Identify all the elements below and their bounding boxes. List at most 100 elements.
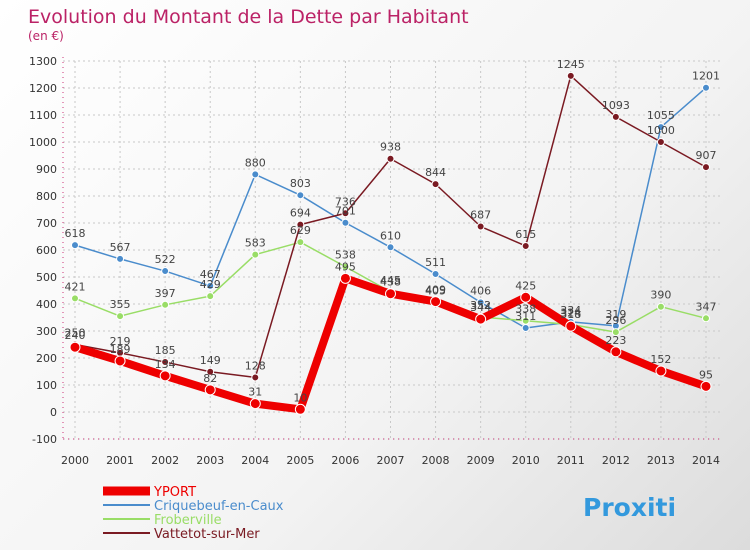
data-point [386, 243, 395, 252]
data-label: 318 [560, 308, 581, 321]
data-point [251, 170, 260, 179]
data-point [430, 296, 442, 308]
data-point [475, 313, 487, 325]
proxiti-logo: Proxiti [583, 493, 676, 522]
y-tick-label: 1000 [29, 136, 57, 149]
data-label: 567 [110, 241, 131, 254]
data-point [206, 292, 215, 301]
axes: -100 0 100 200 300 400 500 600 700 800 900 1000 1100… [29, 55, 722, 467]
data-point [206, 367, 215, 376]
data-point [702, 314, 710, 323]
legend-label: YPORT [153, 485, 196, 500]
data-point [71, 241, 79, 250]
data-label: 1245 [557, 58, 585, 71]
legend-label: Vattetot-sur-Mer [154, 527, 260, 542]
data-labels: 240 189 134 82 31 10 495 438 409 344 425 318 223 152 9… [65, 58, 721, 404]
data-point [341, 209, 350, 218]
data-point [655, 365, 667, 377]
x-tick-label: 2011 [557, 454, 585, 467]
data-label: 152 [650, 353, 671, 366]
data-point [565, 320, 577, 332]
data-point [702, 83, 710, 92]
data-point [204, 384, 216, 396]
y-tick-label: 1100 [29, 109, 57, 122]
x-tick-label: 2013 [647, 454, 675, 467]
y-tick-label: 1300 [29, 55, 57, 68]
data-label: 687 [470, 209, 491, 222]
data-label: 425 [515, 279, 536, 292]
data-label: 618 [65, 227, 86, 240]
x-tick-label: 2002 [151, 454, 179, 467]
y-tick-label: 900 [36, 163, 57, 176]
data-label: 311 [515, 310, 536, 323]
data-label: 467 [200, 268, 221, 281]
data-label: 296 [605, 314, 626, 327]
data-label: 10 [293, 391, 307, 404]
data-label: 629 [290, 224, 311, 237]
data-label: 406 [470, 284, 491, 297]
data-point [431, 270, 440, 279]
y-tick-label: 600 [36, 244, 57, 257]
data-label: 128 [245, 359, 266, 372]
data-point [431, 180, 440, 189]
y-tick-label: 300 [36, 325, 57, 338]
data-label: 347 [696, 300, 717, 313]
data-point [521, 316, 530, 325]
data-point [386, 154, 395, 163]
data-label: 352 [470, 299, 491, 312]
data-label: 355 [110, 298, 131, 311]
data-label: 522 [155, 253, 176, 266]
data-point [161, 358, 170, 367]
data-point [116, 254, 125, 263]
data-label: 240 [65, 329, 86, 342]
series-group [69, 71, 712, 415]
x-tick-label: 2008 [422, 454, 450, 467]
x-tick-label: 2007 [377, 454, 405, 467]
data-point [114, 355, 126, 367]
data-point [341, 262, 350, 271]
data-label: 409 [425, 284, 446, 297]
y-tick-label: 0 [50, 406, 57, 419]
y-tick-label: 100 [36, 379, 57, 392]
data-label: 438 [380, 276, 401, 289]
data-point [520, 291, 532, 303]
data-label: 1000 [647, 124, 675, 137]
x-tick-label: 2012 [602, 454, 630, 467]
data-label: 338 [515, 303, 536, 316]
data-point [71, 294, 79, 303]
y-tick-label: 400 [36, 298, 57, 311]
data-point [341, 218, 350, 227]
y-tick-label: -100 [32, 433, 57, 446]
data-point [521, 241, 530, 250]
y-tick-label: 700 [36, 217, 57, 230]
data-point [656, 138, 665, 146]
data-point [161, 267, 170, 276]
y-tick-label: 1200 [29, 82, 57, 95]
x-tick-label: 2001 [106, 454, 134, 467]
data-point [476, 222, 485, 231]
data-label: 907 [696, 149, 717, 162]
data-point [702, 163, 710, 172]
data-label: 1093 [602, 99, 630, 112]
data-point [206, 281, 215, 290]
data-label: 615 [515, 228, 536, 241]
data-point [116, 312, 125, 321]
data-label: 803 [290, 177, 311, 190]
chart-title: Evolution du Montant de la Dette par Hab… [28, 6, 469, 28]
data-label: 445 [380, 274, 401, 287]
x-tick-label: 2014 [692, 454, 720, 467]
x-tick-label: 2010 [512, 454, 540, 467]
data-point [251, 373, 260, 382]
x-tick-label: 2000 [61, 454, 89, 467]
data-point [385, 288, 396, 300]
data-label: 694 [290, 207, 311, 220]
data-label: 334 [560, 304, 581, 317]
data-point [611, 112, 620, 121]
data-point [251, 250, 260, 259]
x-tick-label: 2009 [467, 454, 495, 467]
data-point [339, 272, 351, 284]
data-label: 189 [110, 343, 131, 356]
data-label: 223 [605, 334, 626, 347]
data-label: 429 [200, 278, 221, 291]
